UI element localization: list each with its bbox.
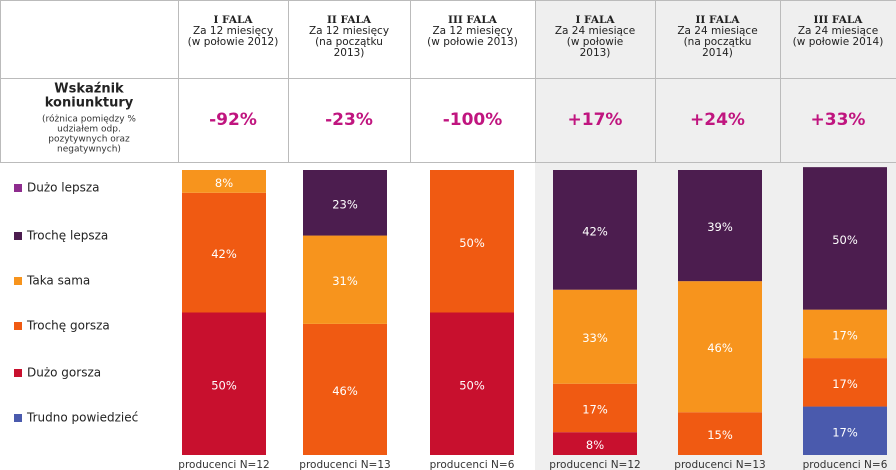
bar-segment <box>553 432 637 455</box>
bar-segment <box>182 312 266 455</box>
sample-label: producenci N=12 <box>549 459 640 470</box>
value-label: 42% <box>582 224 608 238</box>
index-value: -23% <box>325 110 373 130</box>
legend-label: Trudno powiedzieć <box>26 411 138 425</box>
value-label: 15% <box>707 428 733 442</box>
bar-segment <box>803 309 887 359</box>
value-label: 17% <box>832 377 858 391</box>
legend-label: Dużo gorsza <box>27 366 101 380</box>
value-label: 33% <box>582 331 608 345</box>
column-wave: III FALA <box>814 14 864 26</box>
legend-swatch <box>14 322 22 330</box>
legend-swatch <box>14 277 22 285</box>
column-subtitle: 2013) <box>334 47 365 59</box>
value-label: 23% <box>332 197 358 211</box>
bar-segment <box>678 170 762 282</box>
value-label: 39% <box>707 220 733 234</box>
sample-label: producenci N=13 <box>674 459 765 470</box>
value-label: 50% <box>832 233 858 247</box>
legend-label: Taka sama <box>26 274 90 288</box>
column-subtitle: (w połowie 2013) <box>427 36 518 48</box>
bar-segment <box>430 170 514 313</box>
legend-swatch <box>14 232 22 240</box>
index-value: -92% <box>209 110 257 130</box>
bar-segment <box>678 281 762 413</box>
sample-label: producenci N=12 <box>178 459 269 470</box>
legend-label: Trochę lepsza <box>26 229 108 243</box>
bar-segment <box>553 170 637 290</box>
column-subtitle: Za 12 miesięcy <box>432 25 512 37</box>
value-label: 17% <box>832 425 858 439</box>
bar-segment <box>553 383 637 433</box>
bar-segment <box>303 235 387 324</box>
column-subtitle: Za 12 miesięcy <box>193 25 273 37</box>
column-subtitle: (na początku <box>315 36 383 48</box>
legend-swatch <box>14 369 22 377</box>
bar-segment <box>678 412 762 455</box>
value-label: 46% <box>707 341 733 355</box>
column-subtitle: Za 24 miesiące <box>555 25 635 37</box>
value-label: 31% <box>332 274 358 288</box>
column-wave: II FALA <box>327 14 372 26</box>
bar-segment <box>182 192 266 313</box>
column-wave: I FALA <box>213 14 253 26</box>
column-subtitle: Za 24 miesiące <box>677 25 757 37</box>
column-subtitle: (w połowie 2014) <box>793 36 884 48</box>
value-label: 17% <box>832 328 858 342</box>
bar-segment <box>803 358 887 407</box>
legend-swatch <box>14 184 22 192</box>
sample-label: producenci N=6 <box>803 459 888 470</box>
value-label: 50% <box>211 378 237 392</box>
value-label: 50% <box>459 378 485 392</box>
sample-label: producenci N=13 <box>299 459 390 470</box>
index-value: +24% <box>690 110 745 130</box>
value-label: 50% <box>459 236 485 250</box>
sample-label: producenci N=6 <box>430 459 515 470</box>
header-bg <box>0 0 535 162</box>
bar-segment <box>803 406 887 455</box>
legend-swatch <box>14 414 22 422</box>
bar-segment <box>303 170 387 236</box>
index-value: -100% <box>443 110 503 130</box>
legend-label: Trochę gorsza <box>26 319 110 333</box>
bar-segment <box>303 323 387 455</box>
table-lines <box>0 0 896 163</box>
header-bg <box>535 0 896 162</box>
legend-label: Dużo lepsza <box>27 181 100 195</box>
bar-segment <box>803 167 887 310</box>
index-note: pozytywnych oraz <box>48 135 130 145</box>
column-subtitle: (w połowie <box>567 36 623 48</box>
index-note: (różnica pomiędzy % <box>42 114 136 125</box>
column-wave: II FALA <box>696 14 741 26</box>
column-subtitle: Za 24 miesiące <box>798 25 878 37</box>
column-subtitle: 2013) <box>580 47 611 59</box>
bar-segment <box>182 170 266 193</box>
value-label: 8% <box>215 176 233 190</box>
column-subtitle: (w połowie 2012) <box>188 36 279 48</box>
value-label: 46% <box>332 384 358 398</box>
value-label: 42% <box>211 247 237 261</box>
column-subtitle: (na początku <box>684 36 752 48</box>
index-label: koniunktury <box>45 96 134 111</box>
column-subtitle: 2014) <box>702 47 733 59</box>
bar-segment <box>430 312 514 455</box>
column-wave: III FALA <box>448 14 498 26</box>
index-value: +33% <box>811 110 866 130</box>
index-note: negatywnych) <box>57 145 121 155</box>
index-value: +17% <box>568 110 623 130</box>
column-wave: I FALA <box>575 14 615 26</box>
value-label: 8% <box>586 438 604 452</box>
value-label: 17% <box>582 402 608 416</box>
column-subtitle: Za 12 miesięcy <box>309 25 389 37</box>
index-note: udziałem odp. <box>57 125 121 135</box>
index-label: Wskaźnik <box>54 82 124 97</box>
bar-segment <box>553 289 637 384</box>
